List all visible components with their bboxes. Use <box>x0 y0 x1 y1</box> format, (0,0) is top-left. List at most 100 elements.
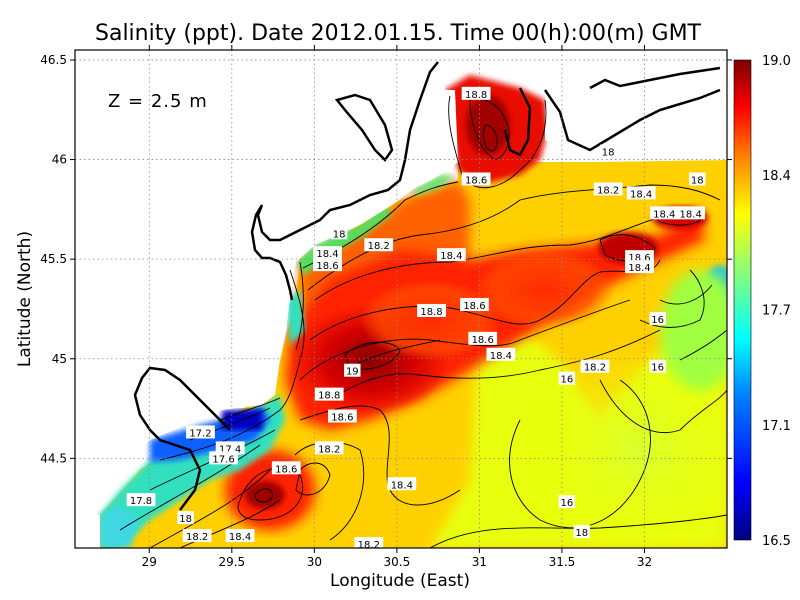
contour-label: 18.4 <box>676 206 706 220</box>
contour-label-text: 18.6 <box>275 464 297 475</box>
contour-label: 18.4 <box>313 246 342 260</box>
contour-label: 18.4 <box>225 529 255 543</box>
colorbar-gradient <box>733 59 752 541</box>
contour-label-text: 18.4 <box>680 209 702 220</box>
x-tick-label: 32 <box>637 555 652 569</box>
contour-label-text: 18.8 <box>318 391 340 402</box>
contour-label-text: 18.6 <box>316 261 338 272</box>
x-tick-label: 31 <box>472 555 487 569</box>
contour-label-text: 18.4 <box>653 209 675 220</box>
contour-label-bg <box>558 371 576 385</box>
y-tick-label: 45 <box>52 352 67 366</box>
chart-title: Salinity (ppt). Date 2012.01.15. Time 00… <box>95 21 702 46</box>
contour-label: 16 <box>649 359 666 374</box>
y-axis-ticks: 44.5 45 45.5 46 46.5 <box>40 53 732 465</box>
contour-label: 17.4 <box>215 441 245 455</box>
contour-label-text: 18.2 <box>186 532 208 543</box>
contour-label-text: 18.4 <box>490 351 512 362</box>
contour-label: 19 <box>344 363 361 378</box>
contour-label-bg <box>461 86 491 100</box>
contour-label-text: 18.2 <box>597 185 619 196</box>
colorbar: 19.0 18.4 17.7 17.1 16.5 <box>733 54 791 549</box>
contour-label-bg <box>436 248 466 262</box>
contour-label-bg <box>689 172 706 186</box>
contour-label-text: 17.2 <box>189 428 211 439</box>
contour-label-text: 18.6 <box>628 253 650 264</box>
contour-label: 18.4 <box>436 248 466 262</box>
contour-label-text: 18.2 <box>584 363 606 374</box>
contour-label: 18.4 <box>486 347 516 362</box>
contour-label: 18.4 <box>626 186 656 200</box>
contour-label-bg <box>387 477 417 491</box>
contour-label-text: 18.8 <box>420 307 442 318</box>
y-tick-label: 45.5 <box>40 252 67 266</box>
contour-label-bg <box>126 493 156 507</box>
contour-label-bg <box>313 246 342 260</box>
plot-frame <box>74 49 728 549</box>
contour-label-bg <box>599 144 617 158</box>
contour-label-text: 18.2 <box>368 241 390 252</box>
contour-label-bg <box>460 297 489 311</box>
contour-label: 18.6 <box>461 172 491 186</box>
x-axis-label: Longitude (East) <box>330 571 470 591</box>
contour-label: 18.8 <box>461 86 491 101</box>
contour-label: 18.4 <box>649 206 679 220</box>
contour-label-bg <box>215 441 245 455</box>
contour-label: 18.4 <box>625 260 654 274</box>
contour-label-bg <box>314 387 344 401</box>
contour-label: 16 <box>558 371 576 386</box>
contour-label-text: 18.6 <box>472 335 494 346</box>
contour-label-bg <box>314 441 344 455</box>
contour-label-bg <box>225 529 255 543</box>
x-tick-label: 31.5 <box>549 555 576 569</box>
contour-label-text: 18.6 <box>331 413 353 424</box>
contour-label-text: 16 <box>651 315 664 326</box>
colorbar-tick-label: 17.7 <box>762 304 791 319</box>
y-tick-label: 44.5 <box>40 451 67 465</box>
contour-label: 18.6 <box>328 409 357 424</box>
contour-label-text: 18.4 <box>391 480 413 491</box>
contour-label: 18 <box>177 511 194 525</box>
contour-label-bg <box>573 525 590 539</box>
contour-label-bg <box>364 238 394 252</box>
contour-label-bg <box>625 260 654 274</box>
contour-label-text: 18 <box>602 148 615 159</box>
contour-label: 18 <box>689 172 706 186</box>
contour-label: 18.8 <box>417 303 446 318</box>
contour-label: 18.6 <box>271 461 301 475</box>
coastline <box>133 61 721 511</box>
contour-label-bg <box>354 537 384 551</box>
contour-label-text: 16 <box>651 363 664 374</box>
contour-label-bg <box>593 182 623 196</box>
contour-label: 18.6 <box>468 331 498 346</box>
contour-label-bg <box>417 303 446 317</box>
contour-label: 18 <box>573 525 590 539</box>
contour-label-text: 18 <box>333 229 346 240</box>
contour-label: 18.6 <box>460 297 489 312</box>
contour-label-bg <box>177 511 194 525</box>
contour-label-bg <box>625 250 654 264</box>
contour-label-text: 18.4 <box>440 251 462 262</box>
colorbar-tick-label: 17.1 <box>762 419 791 434</box>
contour-label: 18.8 <box>314 387 344 402</box>
contour-lines <box>119 95 727 548</box>
contour-label: 17.6 <box>209 451 238 465</box>
contour-label-bg <box>649 311 666 325</box>
contour-label: 18 <box>330 226 348 240</box>
y-tick-label: 46.5 <box>40 53 67 67</box>
contour-label-bg <box>330 226 348 240</box>
x-tick-label: 30 <box>307 555 322 569</box>
x-tick-label: 30.5 <box>384 555 411 569</box>
contour-label: 18 <box>599 144 617 159</box>
colorbar-tick-labels: 19.0 18.4 17.7 17.1 16.5 <box>762 54 791 549</box>
colorbar-tick-label: 18.4 <box>762 169 791 184</box>
contour-label: 16 <box>558 495 576 509</box>
contour-label: 16 <box>649 311 666 326</box>
contour-label: 18.6 <box>625 250 654 264</box>
contour-label-bg <box>313 258 342 272</box>
contour-label: 17.8 <box>126 493 156 507</box>
contour-label-bg <box>271 461 301 475</box>
contour-label-bg <box>676 206 706 220</box>
